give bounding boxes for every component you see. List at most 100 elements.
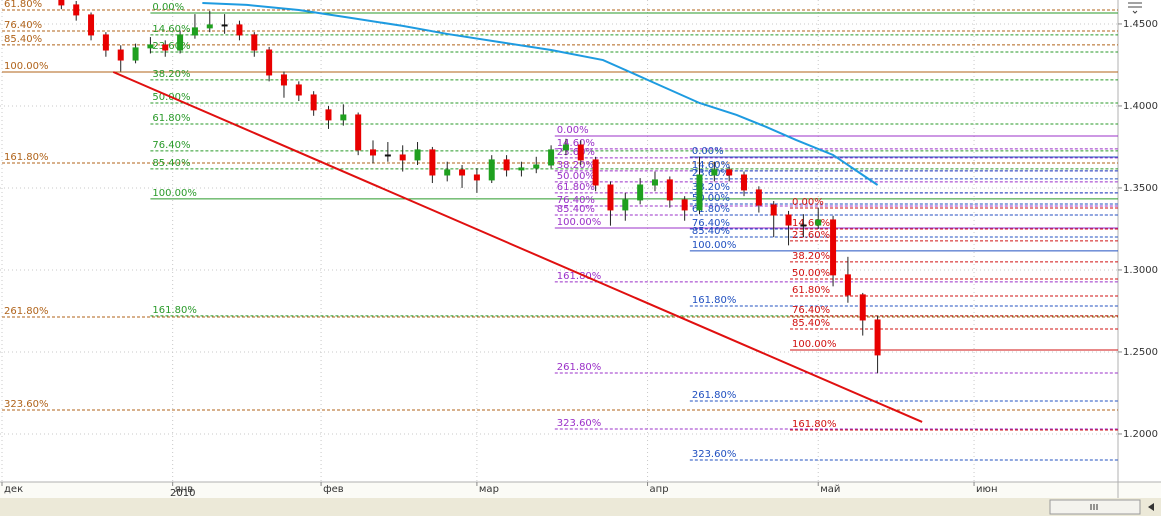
candle-body [191,27,198,36]
x-tick-label: янв [175,484,194,495]
fib-label: 50.00% [792,268,830,279]
fib-label: 161.80% [152,305,197,316]
fib-label: 14.60% [692,160,730,171]
fib-label: 100.00% [692,240,737,251]
y-tick-label: 1.3500 [1123,183,1158,194]
candle-body [295,84,302,96]
fib-label: 261.80% [4,306,49,317]
candle-body [444,169,451,176]
candle-body [696,174,703,211]
y-tick-label: 1.2500 [1123,347,1158,358]
fib-label: 161.80% [4,152,49,163]
candle-body [518,167,525,171]
fib-label: 76.40% [152,140,190,151]
fib-label: 323.60% [557,418,602,429]
candle-body [88,14,95,36]
candle-body [325,109,332,121]
candle-body [251,34,258,51]
scroll-arrow[interactable] [1148,503,1154,511]
candle-body [533,164,540,169]
candle-body [429,149,436,176]
candle-body [755,189,762,206]
fib-label: 323.60% [692,449,737,460]
candle-body [162,44,169,51]
x-tick-label: июн [976,484,997,495]
fib-label: 323.60% [4,399,49,410]
fib-label: 38.20% [557,160,595,171]
candle-body [473,174,480,181]
fib-label: 23.60% [792,230,830,241]
fib-label: 14.60% [792,218,830,229]
candle-body [384,154,391,157]
fib-label: 261.80% [557,362,602,373]
candle-body [607,184,614,211]
axes: 1.2000 1.2500 1.3000 1.3500 1.4000 1.4500 дек я… [1,19,1158,495]
scrollbar [0,498,1161,516]
moving-average [202,1,879,186]
candle-body [770,204,777,216]
lines [112,1,923,423]
fib-label: 76.40% [4,20,42,31]
candle-body [830,219,837,276]
candle-body [726,169,733,176]
fib-label: 23.60% [557,147,595,158]
candle-body [58,0,65,6]
fib-label: 161.80% [557,271,602,282]
candle-body [206,24,213,29]
scroll-grip [1090,504,1098,510]
candle-body [800,224,807,227]
fib-label: 61.80% [792,285,830,296]
fib-label: 76.40% [557,195,595,206]
scroll-thumb[interactable] [1049,499,1141,515]
x-tick-label: май [820,484,840,495]
candle-body [785,214,792,226]
fib-label: 14.60% [152,24,190,35]
year-label: 2010 [170,488,195,499]
candle-body [592,159,599,186]
candle-body [548,149,555,166]
fib-label: 0.00% [557,125,589,136]
fib-label: 0.00% [152,2,184,13]
candle-body [355,114,362,151]
candles [58,0,881,374]
candle-body [637,184,644,201]
candle-body [147,44,154,49]
fib-label: 61.80% [692,204,730,215]
candle-body [340,114,347,121]
candle-body [874,319,881,356]
fib-label: 61.80% [4,0,42,10]
fib-label: 38.20% [792,251,830,262]
fib-label: 261.80% [692,390,737,401]
fib-label: 38.20% [692,182,730,193]
x-tick-label: фев [323,484,344,495]
x-tick-label: дек [4,484,23,495]
fib-label: 0.00% [692,146,724,157]
fib-label: 76.40% [692,218,730,229]
candle-body [859,294,866,321]
candle-body [488,159,495,181]
candle-body [399,154,406,161]
fib-label: 61.80% [152,113,190,124]
x-axis-area [0,482,1161,498]
window-icon[interactable] [1128,2,1142,14]
y-tick-label: 1.3000 [1123,265,1158,276]
candle-body [280,74,287,86]
candle-body [815,219,822,226]
candle-body [132,47,139,61]
candle-body [844,274,851,296]
fib-label: 161.80% [792,419,837,430]
fib-label: 85.40% [792,318,830,329]
trend-line [112,71,923,423]
fib-label: 0.00% [792,197,824,208]
candle-body [622,199,629,211]
fib-label: 100.00% [792,339,837,350]
fib-label: 50.00% [557,171,595,182]
candle-body [414,149,421,161]
fib-label: 100.00% [152,188,197,199]
candle-body [651,179,658,186]
candle-body [711,169,718,176]
candle-body [236,24,243,36]
candle-body [117,49,124,61]
fib-label: 38.20% [152,69,190,80]
